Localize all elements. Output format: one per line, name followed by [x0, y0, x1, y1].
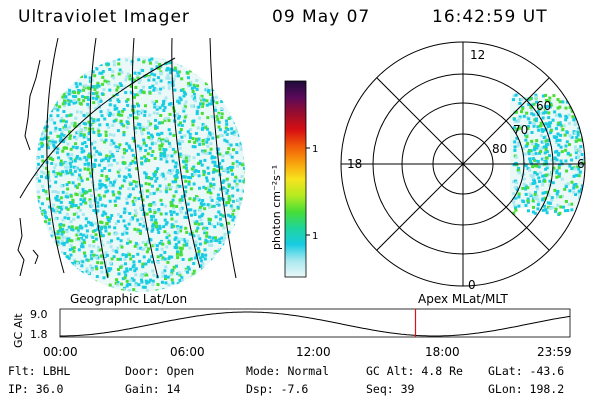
timeline-xtick-0600: 06:00 — [170, 345, 205, 359]
mlt-label-midnight: 0 — [468, 278, 476, 292]
magnetic-polar-panel: 12 18 6 0 60 70 80 — [340, 41, 586, 292]
timeline-frame — [59, 308, 571, 338]
lat-lon-grid — [19, 38, 237, 279]
mlat-label-60: 60 — [536, 99, 551, 113]
mode-readout: Mode: Normal — [246, 364, 330, 378]
observation-date: 09 May 07 — [272, 7, 371, 27]
timeline-xtick-2359: 23:59 — [537, 345, 572, 359]
geo-longitude-readout: GLon: 198.2 — [488, 382, 565, 396]
gc-altitude-readout: GC Alt: 4.8 Re — [366, 364, 463, 378]
colorbar-gradient — [284, 80, 307, 278]
magnetic-caption: Apex MLat/MLT — [418, 292, 508, 306]
timeline-xtick-0000: 00:00 — [43, 345, 78, 359]
gain-readout: Gain: 14 — [125, 382, 181, 396]
mlt-label-noon: 12 — [470, 48, 485, 62]
colorbar-units-label: photon cm⁻²s⁻¹ — [270, 165, 283, 250]
observation-time: 16:42:59 UT — [432, 7, 548, 27]
door-readout: Door: Open — [125, 364, 195, 378]
colorbar-tick-100: 100 — [312, 144, 318, 155]
mlt-label-dusk: 18 — [347, 157, 362, 171]
coastline-outline — [17, 59, 41, 277]
geographic-image-panel — [17, 38, 245, 292]
sequence-readout: Seq: 39 — [366, 382, 415, 396]
mlt-label-dawn: 6 — [577, 157, 585, 171]
timeline-xtick-1200: 12:00 — [296, 345, 331, 359]
colorbar-tick-10: 10 — [312, 231, 318, 242]
geo-latitude-readout: GLat: -43.6 — [488, 364, 565, 378]
instrument-title: Ultraviolet Imager — [18, 7, 190, 27]
dsp-readout: Dsp: -7.6 — [246, 382, 309, 396]
timeline-ytick-high: 9.0 — [30, 308, 48, 321]
ip-readout: IP: 36.0 — [8, 382, 64, 396]
mlat-label-80: 80 — [492, 142, 507, 156]
timeline-xtick-1800: 18:00 — [425, 345, 460, 359]
filter-readout: Flt: LBHL — [8, 364, 71, 378]
intensity-colorbar: 100 10 photon cm⁻²s⁻¹ — [270, 80, 318, 278]
polar-grid — [340, 41, 586, 287]
orbit-altitude-curve — [60, 311, 571, 337]
timeline-axis-label: GC Alt — [12, 313, 25, 348]
altitude-timeline: GC Alt 9.0 1.8 00:00 06:00 12:00 18:00 2… — [12, 308, 572, 359]
geographic-caption: Geographic Lat/Lon — [70, 292, 188, 306]
timeline-ytick-low: 1.8 — [30, 328, 48, 341]
mlat-label-70: 70 — [513, 123, 528, 137]
